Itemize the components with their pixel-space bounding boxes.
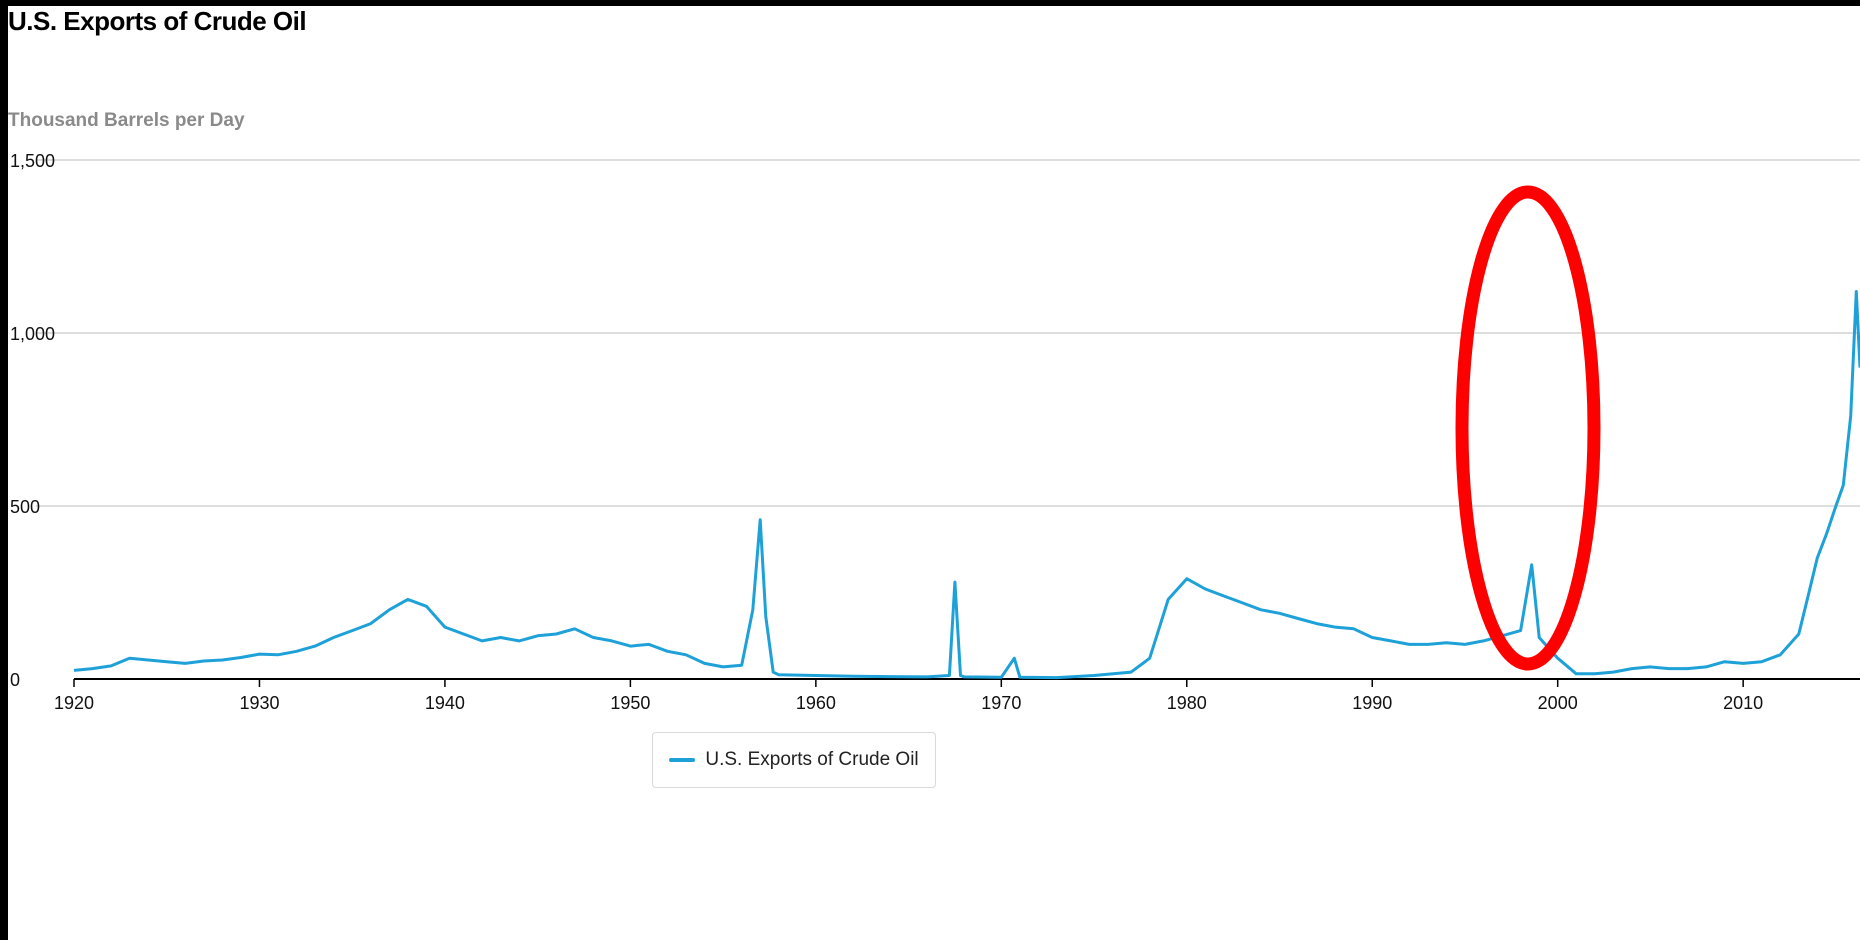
x-tick-label: 1940 (425, 693, 465, 713)
x-tick-label: 1990 (1352, 693, 1392, 713)
chart-title: U.S. Exports of Crude Oil (8, 6, 307, 36)
legend[interactable]: U.S. Exports of Crude Oil (652, 732, 936, 788)
grid-lines (36, 159, 1860, 507)
x-tick-label: 1970 (981, 693, 1021, 713)
x-tick-label: 1980 (1167, 693, 1207, 713)
y-tick-label: 500 (10, 497, 40, 517)
x-tick-label: 1950 (610, 693, 650, 713)
y-axis-ticks: 0 500 1,000 1,500 (10, 151, 55, 690)
x-tick-label: 2010 (1723, 693, 1763, 713)
legend-label: U.S. Exports of Crude Oil (705, 749, 919, 770)
x-tick-label: 2000 (1538, 693, 1578, 713)
y-tick-label: 1,500 (10, 151, 55, 171)
x-tick-label: 1960 (796, 693, 836, 713)
y-axis-unit-label: Thousand Barrels per Day (8, 110, 245, 131)
x-tick-label: 1920 (54, 693, 94, 713)
legend-swatch (669, 758, 696, 762)
series-line (73, 290, 1860, 680)
highlight-ellipse-annotation (1455, 185, 1601, 671)
chart-canvas: U.S. Exports of Crude Oil Thousand Barre… (8, 6, 1860, 940)
y-tick-label: 0 (10, 670, 20, 690)
x-tick-label: 1930 (239, 693, 279, 713)
x-axis: 1920 1930 1940 1950 1960 1970 1980 1990 2000 2010 (54, 678, 1860, 713)
y-tick-label: 1,000 (10, 324, 55, 344)
